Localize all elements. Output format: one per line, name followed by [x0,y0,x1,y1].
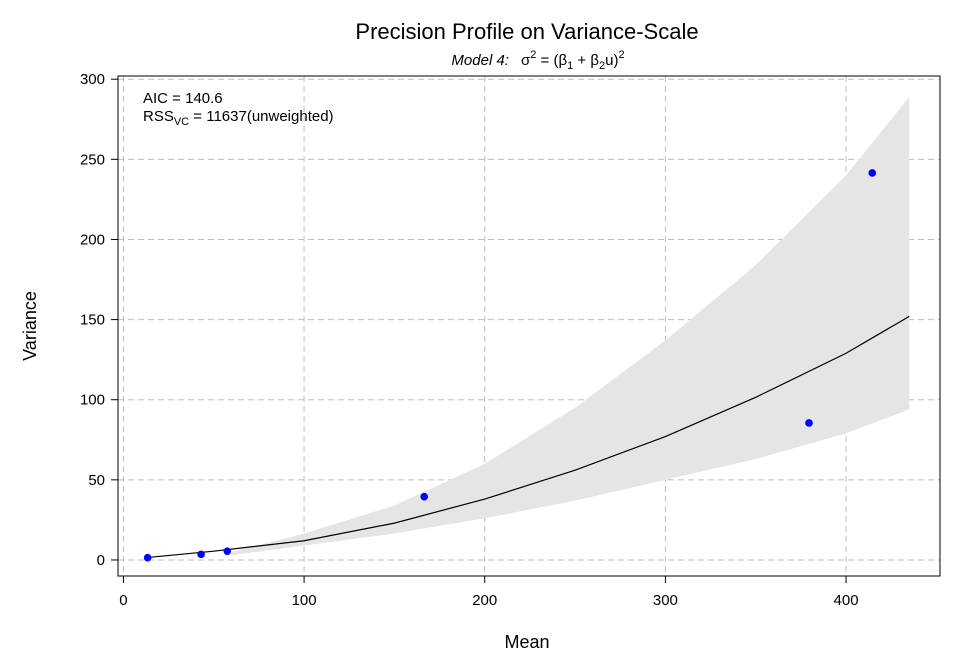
subtitle-rhs-exponent: 2 [618,49,624,61]
y-axis-label: Variance [20,291,40,361]
subtitle-u: u [605,52,613,69]
data-point [420,492,429,501]
confidence-band [231,96,910,556]
data-points [143,169,877,562]
subtitle-beta1: β [558,52,567,69]
fitted-curve [146,315,910,559]
x-tick-label: 300 [653,592,678,609]
x-axis-label: Mean [504,632,549,652]
data-point [223,547,232,555]
y-tick-label: 150 [80,312,105,329]
confidence-band-area [231,96,910,556]
subtitle-model-label: Model 4: [451,52,509,69]
data-point [143,553,152,562]
x-tick-label: 400 [834,592,859,609]
data-point [868,169,877,177]
chart-subtitle: Model 4: σ2 = (β1 + β2u)2 [451,49,624,72]
data-point [805,419,813,427]
rss-annotation: RSSVC = 11637(unweighted) [143,108,334,128]
fitted-curve-line [146,315,910,559]
data-point [197,550,205,559]
subtitle-lhs-exponent: 2 [530,49,536,61]
aic-annotation: AIC = 140.6 [143,90,223,107]
subtitle-open-paren: ( [553,52,558,69]
axes: 0 100 200 300 400 0 50 100 150 200 250 300 [80,71,941,609]
x-tick-label: 100 [292,592,317,609]
rss-prefix: RSS [143,108,174,125]
y-tick-label: 300 [80,71,105,88]
rss-subscript: VC [174,116,189,128]
chart-title: Precision Profile on Variance-Scale [355,19,698,44]
y-tick-label: 250 [80,151,105,168]
subtitle-beta2-sub: 2 [599,60,605,72]
y-tick-label: 50 [88,472,105,489]
y-tick-label: 200 [80,231,105,248]
rss-value: = 11637(unweighted) [189,108,333,125]
y-tick-label: 100 [80,392,105,409]
subtitle-equals: = [536,52,553,69]
x-tick-label: 0 [119,592,127,609]
subtitle-plus: + [573,52,590,69]
subtitle-sigma: σ [521,52,531,69]
x-tick-label: 200 [472,592,497,609]
subtitle-beta1-sub: 1 [567,60,573,72]
subtitle-close-paren: ) [613,52,618,69]
plot-frame [117,75,941,577]
y-tick-label: 0 [97,552,105,569]
subtitle-beta2: β [590,52,599,69]
